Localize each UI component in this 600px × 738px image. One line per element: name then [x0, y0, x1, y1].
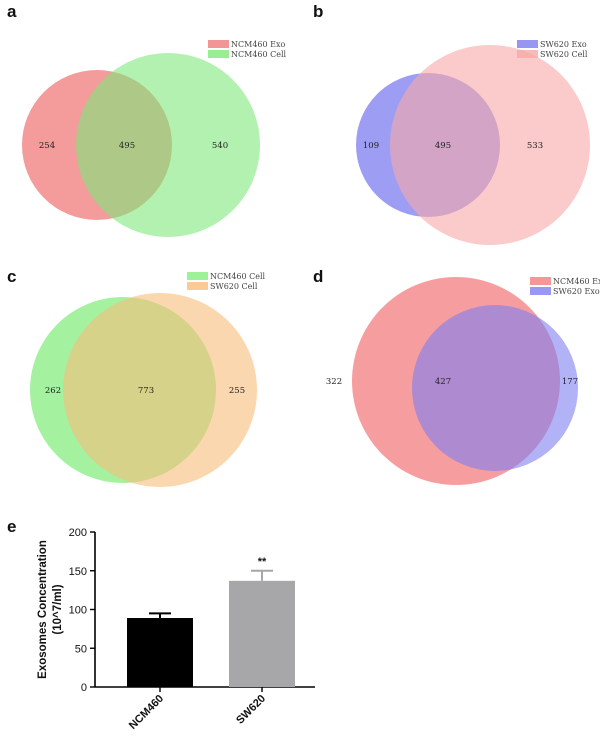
venn-count-d-overlap: 427: [435, 377, 451, 387]
y-tick-label-1: 50: [75, 643, 87, 655]
venn-set-b-2: [390, 45, 590, 245]
legend-swatch-b-2: [517, 50, 538, 58]
y-axis-label: Exosomes Concentration (10^7/ml): [37, 540, 64, 679]
venn-count-b-overlap: 495: [435, 141, 451, 151]
panel-label-d: d: [313, 267, 324, 286]
y-tick-label-2: 100: [69, 605, 87, 617]
significance-marker-sw620: **: [258, 556, 267, 568]
panel-label-a: a: [7, 2, 17, 21]
panel-label-b: b: [313, 2, 324, 21]
legend-label-c-2: SW620 Cell: [210, 282, 258, 291]
bar-chart-e: 0 50 100 150 200 Exosomes Concentration (10^7/…: [37, 527, 315, 732]
y-tick-label-3: 150: [69, 566, 87, 578]
venn-count-c-overlap: 773: [138, 386, 154, 396]
x-tick-label-sw620: SW620: [234, 693, 268, 727]
legend-label-c-1: NCM460 Cell: [210, 272, 266, 281]
legend-swatch-c-2: [187, 282, 208, 290]
x-tick-label-group-1: SW620: [234, 693, 268, 727]
y-axis-label-line1: Exosomes Concentration: [37, 540, 49, 679]
venn-count-d-left_only: 322: [326, 377, 342, 387]
bar-ncm460: [127, 618, 193, 687]
bar-sw620: [229, 580, 295, 687]
venn-set-c-2: [63, 293, 257, 487]
legend-label-a-1: NCM460 Exo: [231, 40, 285, 49]
panel-label-c: c: [7, 267, 17, 286]
legend-swatch-a-1: [208, 40, 229, 48]
venn-set-a-2: [76, 53, 260, 237]
legend-label-b-1: SW620 Exo: [540, 40, 587, 49]
venn-count-c-right_only: 255: [229, 386, 245, 396]
x-tick-label-group-0: NCM460: [127, 693, 166, 732]
venn-count-a-right_only: 540: [212, 141, 228, 151]
legend-label-d-2: SW620 Exo: [553, 287, 600, 296]
panel-label-e: e: [7, 517, 17, 536]
legend-swatch-a-2: [208, 50, 229, 58]
venn-count-c-left_only: 262: [45, 386, 61, 396]
venn-set-d-2: [412, 305, 578, 471]
legend-label-d-1: NCM460 Exo: [553, 277, 600, 286]
y-axis-label-line2: (10^7/ml): [52, 584, 64, 634]
venn-count-a-overlap: 495: [119, 141, 135, 151]
venn-count-b-left_only: 109: [363, 141, 379, 151]
legend-swatch-d-2: [530, 287, 551, 295]
legend-swatch-b-1: [517, 40, 538, 48]
y-tick-label-4: 200: [69, 527, 87, 539]
venn-count-d-right_only: 177: [562, 377, 578, 387]
venn-count-a-left_only: 254: [39, 141, 55, 151]
legend-label-a-2: NCM460 Cell: [231, 50, 287, 59]
legend-label-b-2: SW620 Cell: [540, 50, 588, 59]
legend-swatch-d-1: [530, 277, 551, 285]
legend-swatch-c-1: [187, 272, 208, 280]
venn-count-b-right_only: 533: [527, 141, 543, 151]
y-tick-label-0: 0: [81, 682, 87, 694]
x-tick-label-ncm460: NCM460: [127, 693, 166, 732]
